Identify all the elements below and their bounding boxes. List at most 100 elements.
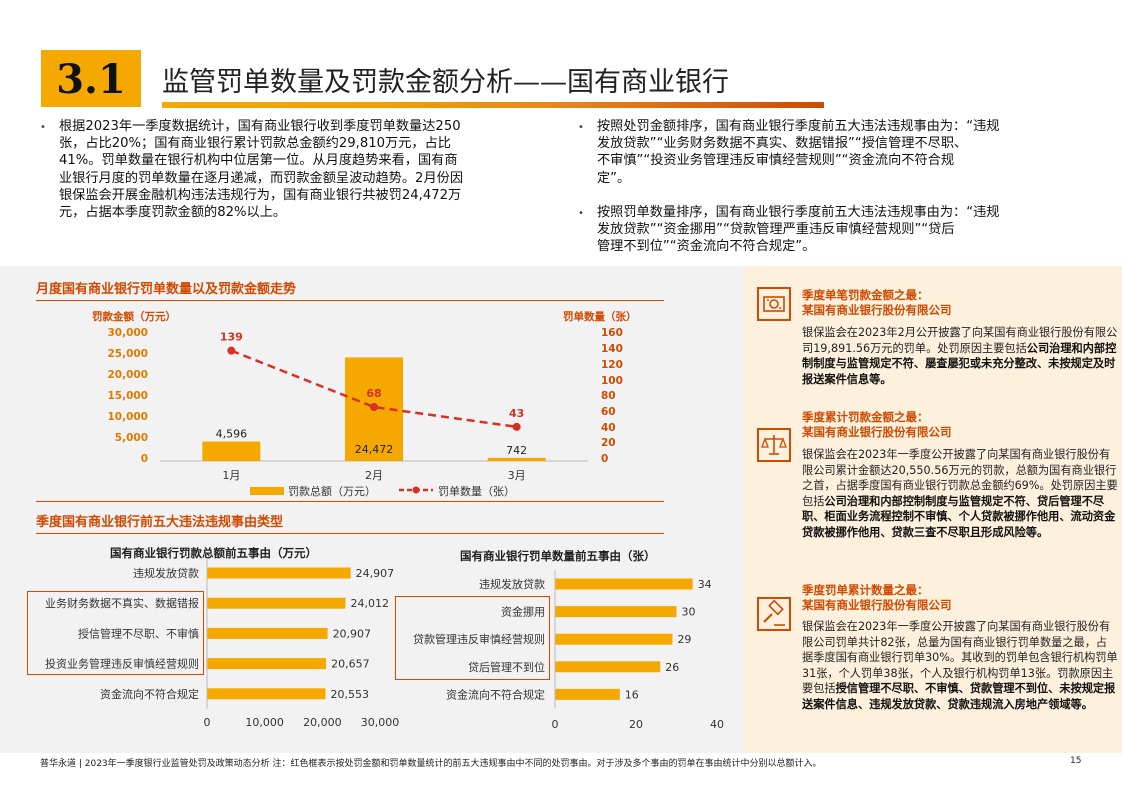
highlight-box-count — [395, 596, 550, 680]
legend-bar-swatch — [250, 487, 284, 495]
intro-left-paragraph: 根据2023年一季度数据统计，国有商业银行收到季度罚单数量达250 张，占比20… — [59, 118, 559, 221]
count-x-tick: 0 — [552, 718, 559, 731]
page-number: 15 — [1070, 756, 1082, 766]
intro-right-line: 不审慎”“投资业务管理违反审慎经营规则”“资金流向不符合规 — [597, 153, 955, 169]
amount-category-label: 业务财务数据不真实、数据错报 — [45, 596, 199, 610]
amount-x-tick: 30,000 — [361, 716, 400, 729]
count-point-label: 139 — [220, 331, 243, 344]
card-title-line: 季度罚单累计数量之最： — [802, 583, 929, 597]
amount-value-label: 24,012 — [350, 597, 389, 610]
right-axis-title: 罚单数量（张） — [563, 311, 637, 323]
left-axis-title: 罚款金额（万元） — [92, 311, 176, 323]
count-point-label: 68 — [366, 387, 381, 400]
x-category-label: 3月 — [508, 469, 526, 482]
card-body: 银保监会在2023年2月公开披露了向某国有商业银行股份有限公司19,891.56… — [802, 325, 1118, 387]
left-tick: 10,000 — [107, 411, 148, 423]
legend-bar-label: 罚款总额（万元） — [288, 485, 376, 498]
count-value-label: 29 — [677, 633, 691, 646]
left-tick: 15,000 — [107, 390, 148, 402]
right-tick: 140 — [601, 343, 623, 355]
left-tick: 20,000 — [107, 369, 148, 381]
amount-bar-label: 742 — [506, 444, 527, 457]
intro-left-line: 银保监会开展金融机构违法违规行为，国有商业银行共被罚24,472万 — [59, 187, 462, 203]
amount-value-label: 24,907 — [356, 567, 395, 580]
top5-section-rule-bottom — [36, 533, 664, 534]
count-point-label: 43 — [509, 407, 524, 420]
card-body-emphasis: 公司治理和内部控制制度与监管规定不符、贷后管理不尽职、柜面业务流程控制不审慎、个… — [802, 494, 1116, 539]
right-tick: 120 — [601, 359, 623, 371]
amount-chart-subtitle: 国有商业银行罚款总额前五事由（万元） — [110, 546, 317, 560]
monthly-chart-rule — [36, 300, 664, 301]
card-body: 银保监会在2023年一季度公开披露了向某国有商业银行股份有限公司累计金额达20,… — [802, 447, 1118, 541]
amount-category-label: 违规发放贷款 — [133, 566, 199, 580]
amount-bar — [207, 658, 327, 670]
intro-right-line: 按照罚单数量排序，国有商业银行季度前五大违法违规事由为：“违规 — [597, 205, 1000, 220]
count-value-label: 26 — [665, 661, 679, 674]
highlight-box-amount — [27, 591, 204, 675]
section-number: 3.1 — [56, 56, 126, 103]
left-tick: 0 — [140, 453, 148, 465]
intro-right-line: 发放贷款”“资金挪用”“贷款管理严重违反审慎经营规则”“贷后 — [597, 222, 955, 238]
card-title: 季度罚单累计数量之最： 某国有商业银行股份有限公司 — [802, 583, 952, 612]
left-tick: 5,000 — [114, 432, 148, 444]
amount-x-tick: 20,000 — [303, 716, 342, 729]
monthly-chart-title: 月度国有商业银行罚单数量以及罚款金额走势 — [36, 282, 297, 297]
right-tick: 160 — [601, 327, 623, 339]
amount-category-label: 授信管理不尽职、不审慎 — [78, 626, 199, 640]
card-body-emphasis: 授信管理不尽职、不审慎、贷款管理不到位、未按规定报送案件信息、违规发放贷款、贷款… — [802, 682, 1116, 711]
x-category-label: 1月 — [222, 469, 240, 482]
amount-bar — [207, 627, 328, 639]
count-category-label: 违规发放贷款 — [479, 577, 545, 591]
intro-left-line: 根据2023年一季度数据统计，国有商业银行收到季度罚单数量达250 — [59, 119, 461, 134]
card-title-line: 季度累计罚款金额之最： — [802, 410, 929, 424]
card-title-line: 某国有商业银行股份有限公司 — [802, 302, 952, 317]
count-chart-subtitle: 国有商业银行罚单数量前五事由（张） — [460, 549, 656, 563]
count-value-label: 34 — [698, 578, 712, 591]
amount-bar-label: 4,596 — [216, 428, 248, 441]
right-tick: 80 — [601, 390, 616, 402]
section-number-box — [41, 50, 141, 107]
highlights-panel — [744, 266, 1122, 753]
card-title-line: 某国有商业银行股份有限公司 — [802, 424, 952, 439]
count-x-tick: 20 — [629, 718, 643, 731]
bullet-dot: • — [578, 122, 584, 133]
count-category-label: 资金流向不符合规定 — [446, 687, 545, 701]
amount-category-label: 投资业务管理违反审慎经营规则 — [45, 657, 199, 671]
card-title-line: 某国有商业银行股份有限公司 — [802, 597, 952, 612]
intro-right-bullet-2: 按照罚单数量排序，国有商业银行季度前五大违法违规事由为：“违规 发放贷款”“资金… — [597, 204, 1097, 256]
top5-bar-charts: 违规发放贷款 24,907 业务财务数据不真实、数据错报 24,012 授信管理不尽职、… — [45, 557, 724, 731]
amount-value-label: 20,553 — [331, 688, 370, 701]
card-title: 季度单笔罚款金额之最： 某国有商业银行股份有限公司 — [802, 288, 952, 317]
legend-line-label: 罚单数量（张） — [438, 485, 515, 498]
count-x-tick: 40 — [710, 718, 724, 731]
amount-bar — [207, 597, 346, 609]
gavel-icon — [757, 597, 791, 631]
right-tick: 0 — [601, 453, 609, 465]
intro-right-line: 管理不到位”“资金流向不符合规定”。 — [597, 239, 816, 255]
card-body-text: 银保监会在2023年一季度公开披露了向某国有商业银行股份有限公司罚单共计82张，… — [802, 620, 1118, 696]
right-tick: 60 — [601, 406, 616, 418]
footer-note: 普华永道 | 2023年一季度银行业监管处罚及政策动态分析 注：红色框表示按处罚… — [40, 759, 822, 769]
monthly-chart: 4,596 1月 24,472 2月 742 3月 139 68 43 — [160, 331, 588, 482]
count-bar — [555, 578, 693, 590]
count-bar — [555, 606, 677, 618]
right-tick: 100 — [601, 375, 623, 387]
amount-bar — [487, 457, 546, 461]
money-icon — [757, 287, 791, 321]
amount-bar — [202, 441, 261, 461]
card-body: 银保监会在2023年一季度公开披露了向某国有商业银行股份有限公司罚单共计82张，… — [802, 619, 1118, 713]
count-bar — [555, 688, 620, 700]
card-body-text: 银保监会在2023年2月公开披露了向某国有商业银行股份有限公司19,891.56… — [802, 326, 1118, 355]
page-title: 监管罚单数量及罚款金额分析——国有商业银行 — [162, 67, 729, 98]
intro-left-line: 业银行月度的罚单数量在逐月递减，而罚款金额呈波动趋势。2月份因 — [59, 170, 464, 186]
intro-right-line: 发放贷款”“业务财务数据不真实、数据错报”“授信管理不尽职、 — [597, 136, 968, 152]
amount-category-label: 资金流向不符合规定 — [100, 687, 199, 701]
amount-value-label: 20,657 — [331, 658, 370, 671]
amount-bar — [207, 567, 351, 579]
x-category-label: 2月 — [365, 469, 383, 482]
legend-line-swatch — [399, 486, 433, 494]
count-line — [230, 349, 517, 429]
intro-left-line: 元，占据本季度罚款金额的82%以上。 — [59, 205, 287, 221]
amount-x-tick: 10,000 — [245, 716, 284, 729]
count-bar — [555, 661, 661, 673]
